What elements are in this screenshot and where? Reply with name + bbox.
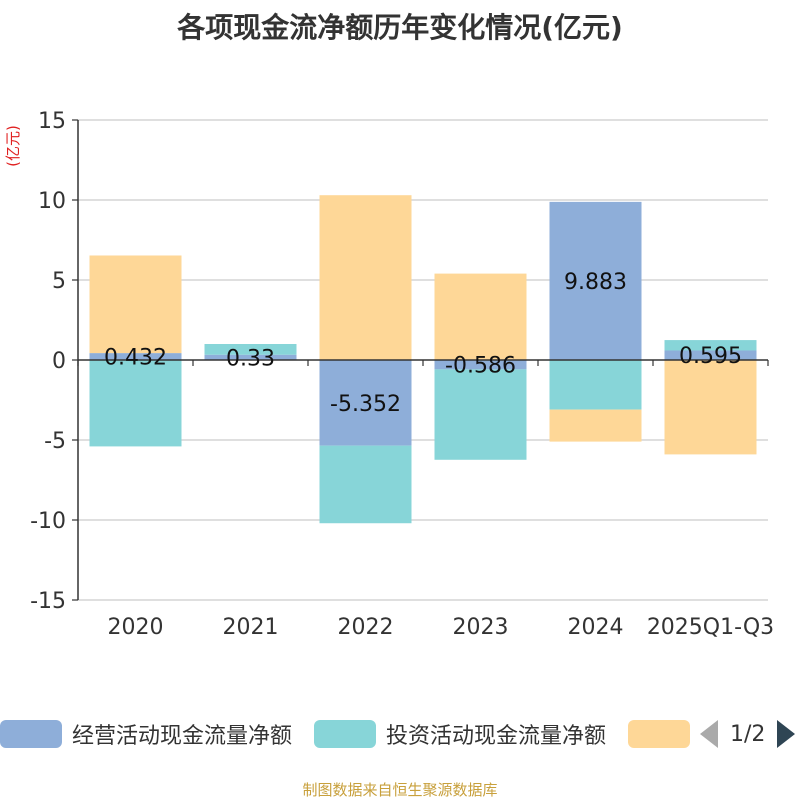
bar-segment-series-0 — [319, 360, 412, 446]
y-tick-label: 5 — [52, 269, 66, 294]
data-label: -0.586 — [445, 354, 516, 379]
source-note: 制图数据来自恒生聚源数据库 — [302, 781, 498, 799]
bar-segment-series-1 — [664, 340, 757, 351]
data-label: 0.595 — [679, 344, 742, 369]
bar-segment-series-2 — [549, 409, 642, 442]
data-label: -5.352 — [330, 392, 401, 417]
bar-segment-series-0 — [664, 350, 757, 360]
bar-segment-series-2 — [89, 255, 182, 354]
legend-prev-icon[interactable] — [700, 720, 718, 748]
bar-segment-series-1 — [549, 360, 642, 410]
legend-label-operating: 经营活动现金流量净额 — [72, 724, 293, 749]
legend-swatch-investing — [314, 720, 377, 748]
bar-segment-series-1 — [434, 369, 527, 460]
grid-lines — [78, 119, 768, 601]
legend: 经营活动现金流量净额 投资活动现金流量净额 — [0, 718, 722, 750]
bar-segment-series-1 — [204, 344, 297, 355]
bar-segment-series-2 — [434, 273, 527, 360]
bar-segment-series-1 — [319, 445, 412, 524]
y-tick-label: 0 — [52, 349, 66, 374]
x-tick-label: 2022 — [338, 615, 394, 640]
chart-plot: 15 10 5 0 -5 -10 -15 2020 2021 2022 2023 2024 2025Q1… — [4, 109, 774, 640]
y-tick-label: 15 — [38, 109, 66, 134]
legend-item-financing[interactable] — [628, 720, 700, 748]
bar-segment-series-1 — [89, 360, 182, 447]
y-tick-label: 10 — [38, 189, 66, 214]
legend-item-investing[interactable]: 投资活动现金流量净额 — [314, 718, 606, 750]
bar-segment-series-0 — [549, 201, 642, 360]
legend-item-operating[interactable]: 经营活动现金流量净额 — [0, 718, 292, 750]
legend-swatch-financing — [628, 720, 691, 748]
bar-segment-series-2 — [319, 195, 412, 360]
chart-title: 各项现金流净额历年变化情况(亿元) — [177, 11, 623, 44]
data-label: 9.883 — [564, 270, 627, 295]
y-axis-label: (亿元) — [4, 125, 22, 167]
legend-page-indicator: 1/2 — [730, 721, 766, 747]
axes: 15 10 5 0 -5 -10 -15 2020 2021 2022 2023 2024 2025Q1… — [4, 109, 774, 640]
x-tick-label: 2023 — [453, 615, 509, 640]
y-tick-label: -5 — [44, 429, 66, 454]
x-tick-label: 2021 — [223, 615, 279, 640]
x-tick-label: 2025Q1-Q3 — [647, 615, 774, 640]
legend-label-investing: 投资活动现金流量净额 — [386, 724, 607, 749]
x-tick-label: 2020 — [108, 615, 164, 640]
data-label: 0.432 — [104, 346, 167, 371]
bar-segment-series-2 — [664, 360, 757, 455]
bar-segment-series-0 — [434, 360, 527, 370]
bar-segment-series-0 — [204, 354, 297, 360]
labels: 0.432 0.33 -5.352 -0.586 9.883 0.595 — [104, 270, 742, 417]
data-label: 0.33 — [226, 346, 275, 371]
legend-swatch-operating — [0, 720, 62, 748]
legend-next-icon[interactable] — [777, 720, 796, 748]
y-tick-label: -10 — [30, 509, 66, 534]
x-tick-label: 2024 — [568, 615, 624, 640]
y-tick-label: -15 — [30, 589, 66, 614]
legend-pager: 1/2 — [700, 718, 796, 750]
bar-segment-series-0 — [89, 353, 182, 360]
bars — [89, 195, 757, 524]
